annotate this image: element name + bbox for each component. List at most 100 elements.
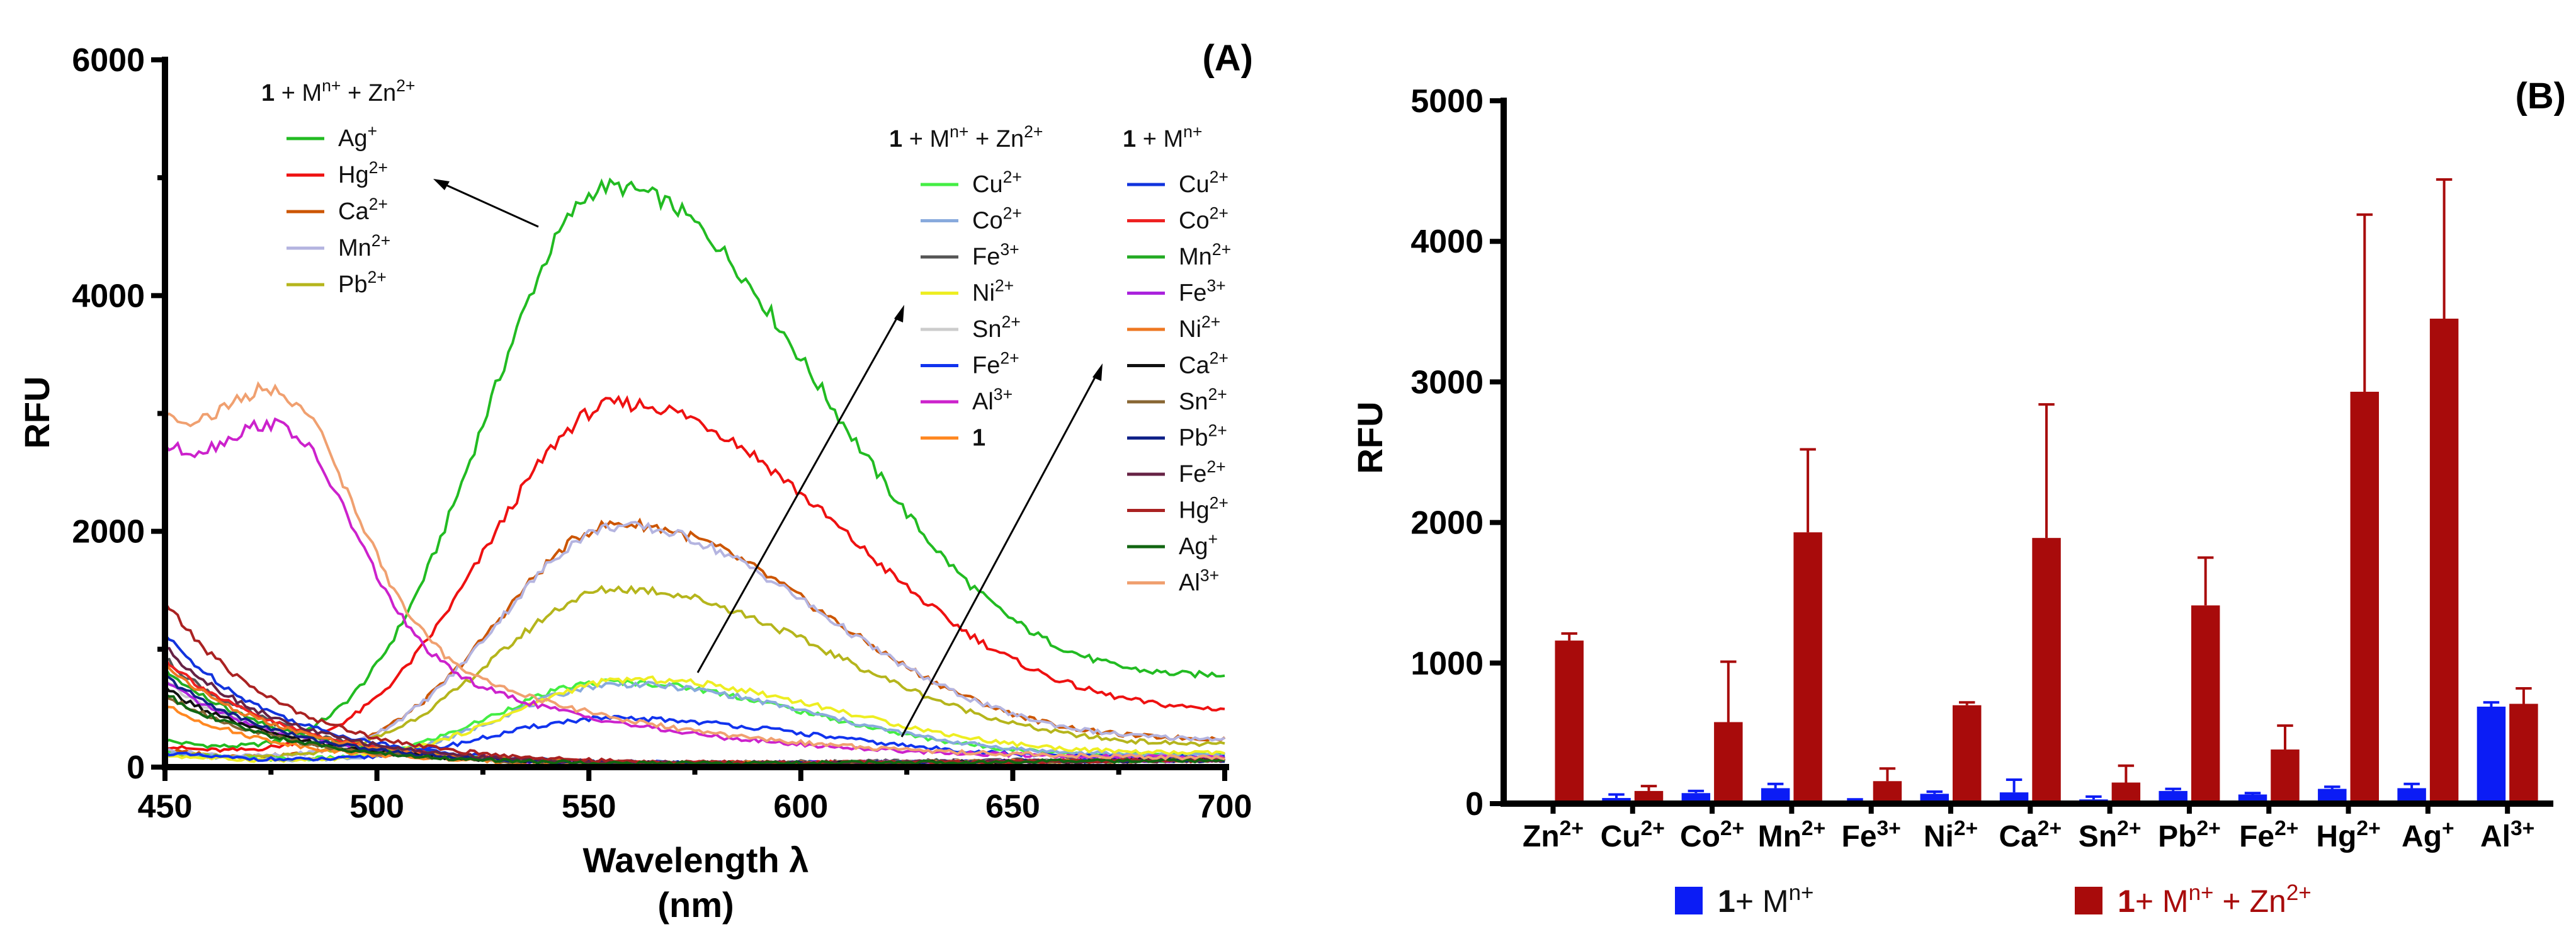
- legend-swatch: [2075, 887, 2102, 914]
- legend-title-1: 1 + Mn+ + Zn2+: [261, 76, 415, 106]
- series-line-ag-plus: [164, 177, 1225, 749]
- category-label-ca: Ca2+: [1999, 817, 2062, 854]
- legend-label: Pb2+: [1179, 421, 1227, 452]
- panel-a-x-ticks: 450 500 550 600 650 700: [138, 767, 1252, 825]
- series-line-al-3plus: [164, 381, 1225, 761]
- bar-m-zn-al: [2509, 703, 2538, 804]
- legend-label: Hg2+: [1179, 494, 1228, 524]
- category-label-ag: Ag+: [2402, 817, 2454, 854]
- category-label-fe: Fe3+: [1842, 817, 1901, 854]
- series-line-hg-2plus: [164, 394, 1225, 753]
- legend-label: Fe3+: [972, 240, 1019, 270]
- legend-label: Sn2+: [1179, 385, 1227, 415]
- legend-label: Ca2+: [1179, 349, 1228, 379]
- bar-m-zn-zn: [1555, 641, 1584, 804]
- arrow-1: [440, 181, 539, 228]
- x-tick-label: 650: [985, 789, 1040, 825]
- legend-label: Fe2+: [1179, 457, 1226, 487]
- x-tick-label: 550: [562, 789, 616, 825]
- legend-label: Ni2+: [972, 276, 1014, 307]
- x-tick-label: 700: [1198, 789, 1252, 825]
- legend-label-1: 1+ Mn+: [1718, 880, 1813, 920]
- legend-label: Ag+: [338, 122, 377, 152]
- panel-a-y-ticks: 0 2000 4000 6000: [72, 42, 165, 786]
- x-tick-label: 450: [138, 789, 193, 825]
- legend-label: Al3+: [1179, 566, 1219, 596]
- bar-m-zn-hg: [2350, 392, 2380, 804]
- bar-m-zn-ag: [2429, 318, 2459, 804]
- y-tick-label: 5000: [1410, 83, 1484, 120]
- bar-m-zn-fe: [1873, 781, 1902, 804]
- category-label-pb: Pb2+: [2158, 817, 2221, 854]
- bar-m-zn-fe: [2271, 749, 2300, 804]
- bar-m-zn-cu: [1634, 790, 1664, 804]
- legend-label: Al3+: [972, 385, 1013, 415]
- legend-label: Sn2+: [972, 312, 1021, 343]
- y-tick-label: 2000: [1410, 505, 1484, 542]
- category-label-fe: Fe2+: [2239, 817, 2298, 854]
- bar-m-zn-pb: [2191, 605, 2220, 804]
- arrow-3: [900, 370, 1100, 737]
- series-line-al-3plus: [164, 417, 1225, 761]
- category-label-co: Co2+: [1680, 817, 1744, 854]
- y-tick-label: 1000: [1410, 646, 1484, 682]
- category-label-al: Al3+: [2480, 817, 2534, 854]
- bar-m-hg: [2318, 789, 2347, 804]
- bar-m-zn-ni: [1953, 705, 1982, 804]
- panel-b-bar-chart: 0 1000 2000 3000 4000 5000 Zn2+ Cu2+ Co2+ Mn2+ Fe…: [1350, 76, 2566, 919]
- bar-m-zn-sn: [2111, 782, 2141, 804]
- legend-label: Mn2+: [1179, 240, 1231, 270]
- panel-a-y-axis-title: RFU: [17, 376, 57, 448]
- x-tick-label: 600: [773, 789, 828, 825]
- legend-swatch: [1675, 887, 1703, 914]
- legend-label: Ca2+: [338, 195, 388, 225]
- bar-m-zn-ca: [2032, 538, 2061, 804]
- x-tick-label: 500: [349, 789, 404, 825]
- arrow-1-head: [433, 179, 450, 190]
- category-label-mn: Mn2+: [1758, 817, 1826, 854]
- arrow-3-head: [1092, 363, 1103, 381]
- y-tick-label: 0: [1465, 786, 1484, 823]
- y-tick-label: 4000: [1410, 224, 1484, 260]
- panel-b-label: (B): [2515, 76, 2566, 117]
- panel-a-line-chart: 0 2000 4000 6000 450 500 550 600 650 700 RFU Wav…: [17, 38, 1253, 925]
- bar-m-al: [2477, 706, 2506, 804]
- y-tick-label: 3000: [1410, 364, 1484, 401]
- legend-label: Pb2+: [338, 268, 387, 298]
- panel-a-series-lines: [164, 177, 1226, 767]
- bar-m-pb: [2159, 790, 2187, 804]
- category-label-sn: Sn2+: [2079, 817, 2142, 854]
- panel-a-x-axis-title: Wavelength λ: [583, 840, 809, 880]
- arrow-2-head: [894, 305, 904, 322]
- y-tick-label: 4000: [72, 278, 145, 314]
- legend-label: Hg2+: [338, 158, 388, 188]
- bar-m-zn-co: [1714, 722, 1743, 804]
- panel-a-x-axis-unit: (nm): [657, 885, 734, 925]
- y-tick-label: 6000: [72, 42, 145, 79]
- bar-m-zn-mn: [1793, 532, 1822, 804]
- legend-label: Ni2+: [1179, 312, 1220, 343]
- legend-label: Co2+: [1179, 204, 1228, 234]
- legend-label: Fe2+: [972, 349, 1019, 379]
- panel-b-y-axis-title: RFU: [1350, 401, 1390, 474]
- panel-b-y-ticks: 0 1000 2000 3000 4000 5000: [1410, 83, 1504, 823]
- legend-label: Cu2+: [1179, 168, 1228, 198]
- legend-label: Mn2+: [338, 231, 390, 261]
- legend-label: Cu2+: [972, 168, 1022, 198]
- panel-b-bars: [1555, 178, 2538, 804]
- legend-label: Fe3+: [1179, 276, 1226, 307]
- category-label-cu: Cu2+: [1601, 817, 1665, 854]
- legend-label-2: 1+ Mn+ + Zn2+: [2118, 880, 2312, 920]
- panel-b-legend: 1+ Mn+ 1+ Mn+ + Zn2+: [1675, 880, 2312, 920]
- panel-b-category-labels: Zn2+ Cu2+ Co2+ Mn2+ Fe3+ Ni2+ Ca2+ Sn2+ Pb2+ Fe2+…: [1523, 804, 2534, 853]
- legend-label: Ag+: [1179, 530, 1218, 560]
- panel-a-label: (A): [1202, 38, 1253, 79]
- category-label-hg: Hg2+: [2316, 817, 2380, 854]
- series-line-ag-plus: [164, 693, 1225, 766]
- legend-title-3: 1 + Mn+: [1123, 122, 1202, 152]
- legend-label: 1: [972, 425, 985, 452]
- legend-label: Co2+: [972, 204, 1022, 234]
- panel-a-legends: 1 + Mn+ + Zn2+ Ag+ Hg2+ Ca2+ Mn2+ Pb2+ 1 + Mn+…: [261, 76, 1231, 596]
- arrow-2: [696, 311, 902, 673]
